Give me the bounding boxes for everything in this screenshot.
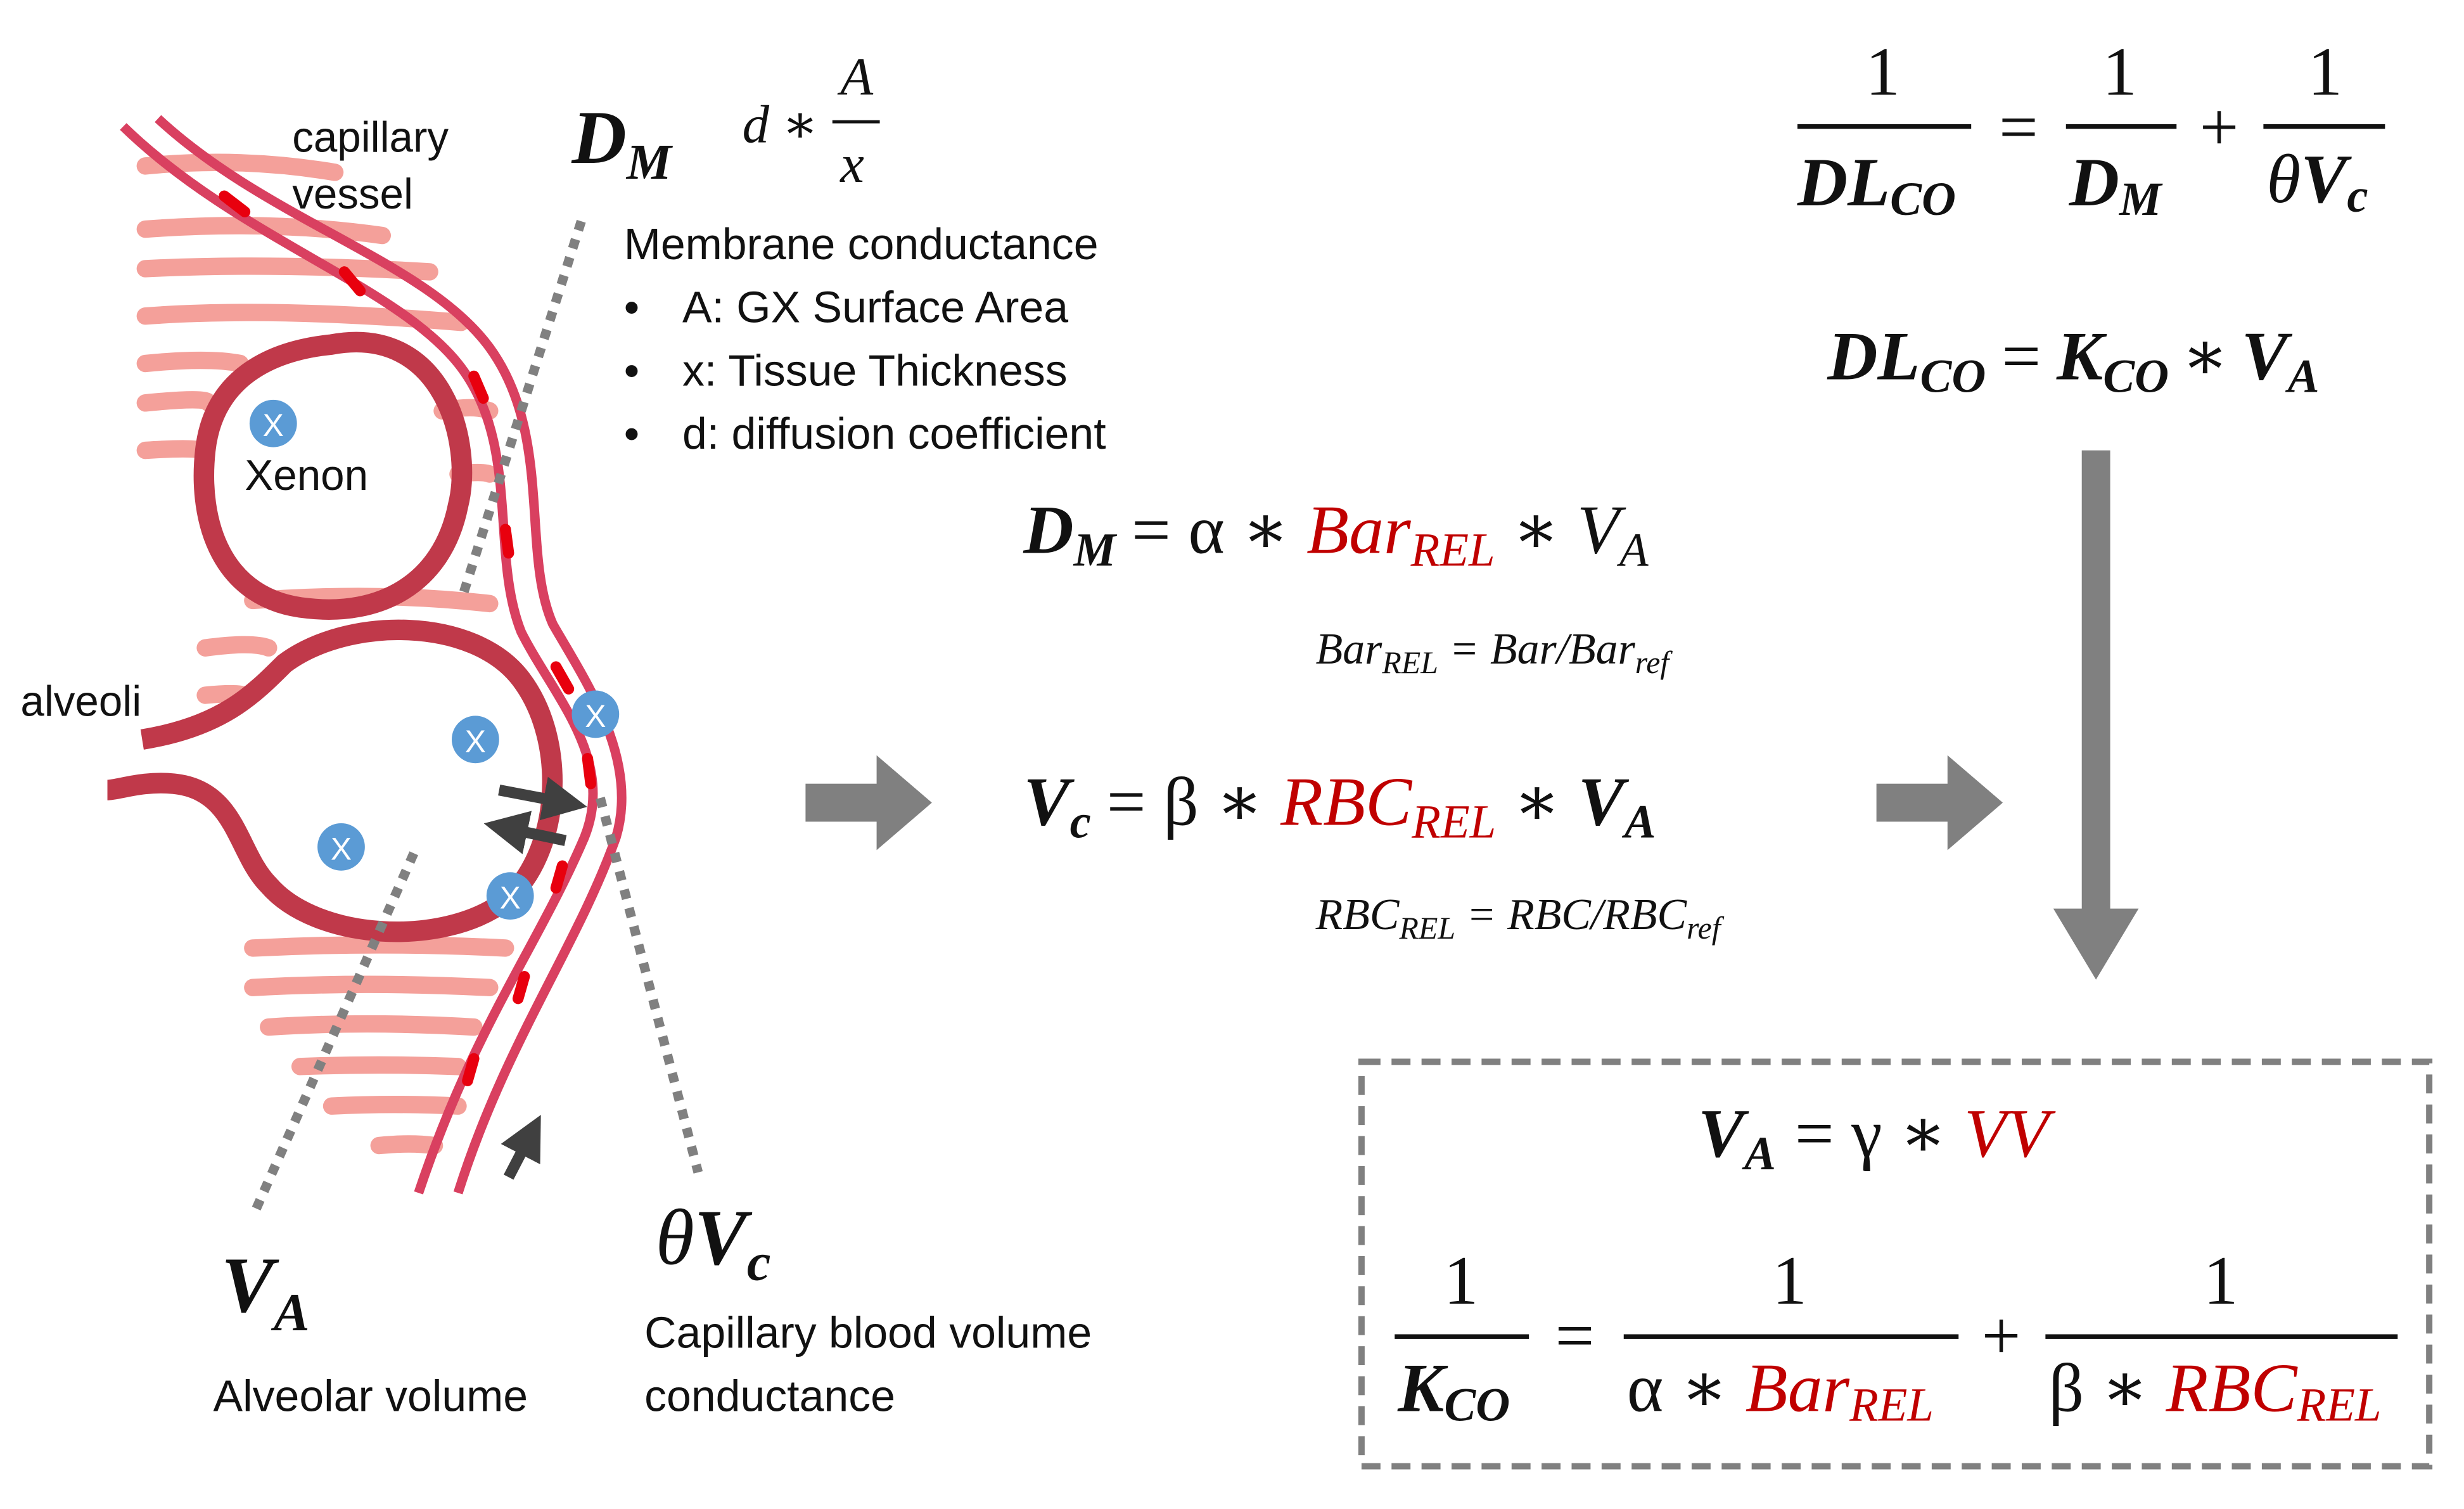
capillary-label: vessel bbox=[292, 170, 413, 218]
membrane-title: Membrane conductance bbox=[624, 219, 1099, 269]
alveolar-label: Alveolar volume bbox=[214, 1371, 528, 1420]
xenon-markers: X X X X X bbox=[249, 399, 620, 920]
xenon-icon: X bbox=[249, 399, 297, 447]
right-arrow-icon bbox=[805, 755, 932, 851]
svg-text:•: • bbox=[624, 345, 639, 395]
capillary-label-1: Capillary blood volume bbox=[644, 1308, 1092, 1358]
membrane-bullets: • A: GX Surface Area • x: Tissue Thickness… bbox=[624, 283, 1106, 458]
dm-equation: DM = α ∗ BarREL ∗ VA bbox=[1023, 491, 1649, 577]
rbc-rel-definition: RBCREL = RBC/RBCref bbox=[1315, 890, 1725, 946]
xenon-icon: X bbox=[451, 716, 499, 764]
alveoli-label: alveoli bbox=[20, 677, 141, 725]
svg-text:DM: DM bbox=[2069, 143, 2163, 226]
svg-text:•: • bbox=[624, 283, 639, 332]
svg-text:1: 1 bbox=[1772, 1242, 1807, 1319]
svg-text:1: 1 bbox=[2308, 33, 2342, 110]
result-box bbox=[1358, 1058, 2433, 1470]
svg-text:1: 1 bbox=[1865, 33, 1900, 110]
vc-equation: Vc = β ∗ RBCREL ∗ VA bbox=[1023, 762, 1656, 848]
svg-text:A: GX Surface Area: A: GX Surface Area bbox=[682, 283, 1068, 332]
dm-symbol: DM bbox=[571, 95, 673, 190]
svg-text:θVc: θVc bbox=[2266, 140, 2368, 222]
svg-text:=: = bbox=[1999, 88, 2038, 165]
dm-formula-d: d ∗ bbox=[743, 94, 819, 154]
xenon-icon: X bbox=[317, 823, 365, 871]
kco-fraction-equation: 1 KCO = 1 α ∗ BarREL + 1 β ∗ RBCREL bbox=[1395, 1242, 2398, 1431]
xenon-label: Xenon bbox=[245, 452, 368, 499]
svg-text:X: X bbox=[465, 724, 486, 759]
down-arrow-icon bbox=[2053, 450, 2139, 980]
right-arrow-icon bbox=[1876, 755, 2003, 851]
svg-text:X: X bbox=[500, 880, 521, 916]
dlco-fraction-equation: 1 DLCO = 1 DM + 1 θVc bbox=[1797, 33, 2385, 226]
svg-text:KCO: KCO bbox=[1397, 1349, 1510, 1431]
svg-text:α ∗ BarREL: α ∗ BarREL bbox=[1627, 1349, 1934, 1431]
svg-text:•: • bbox=[624, 409, 639, 458]
dm-formula-den: x bbox=[839, 134, 864, 194]
svg-text:X: X bbox=[331, 831, 352, 866]
svg-text:+: + bbox=[2200, 88, 2239, 165]
capillary-label-2: conductance bbox=[644, 1371, 895, 1420]
exchange-arrows bbox=[483, 776, 587, 1180]
red-blood-cells bbox=[219, 190, 597, 1087]
dm-formula-num: A bbox=[837, 48, 874, 107]
va-equation: VA = γ ∗ VV bbox=[1698, 1095, 2056, 1180]
svg-text:1: 1 bbox=[2102, 33, 2137, 110]
tissue-stripes bbox=[136, 153, 514, 1155]
svg-text:1: 1 bbox=[1444, 1242, 1479, 1319]
xenon-icon: X bbox=[571, 690, 620, 738]
svg-text:=: = bbox=[1555, 1297, 1595, 1374]
theta-vc-symbol: θVc bbox=[656, 1193, 771, 1292]
svg-text:x: Tissue Thickness: x: Tissue Thickness bbox=[682, 345, 1068, 395]
svg-text:d: diffusion coefficient: d: diffusion coefficient bbox=[682, 409, 1106, 458]
bar-rel-definition: BarREL = Bar/Barref bbox=[1316, 625, 1673, 680]
dlco-equation: DLCO = KCO ∗ VA bbox=[1827, 317, 2319, 402]
dotted-lines bbox=[248, 219, 703, 1219]
svg-text:β ∗ RBCREL: β ∗ RBCREL bbox=[2048, 1349, 2381, 1431]
svg-text:1: 1 bbox=[2204, 1242, 2238, 1319]
alveoli bbox=[106, 331, 563, 942]
svg-text:X: X bbox=[585, 698, 606, 734]
capillary-label: capillary bbox=[292, 113, 449, 161]
xenon-icon: X bbox=[486, 872, 534, 920]
va-symbol: VA bbox=[221, 1241, 310, 1342]
svg-text:DLCO: DLCO bbox=[1797, 143, 1956, 226]
svg-text:+: + bbox=[1982, 1297, 2021, 1374]
svg-text:X: X bbox=[263, 408, 284, 443]
